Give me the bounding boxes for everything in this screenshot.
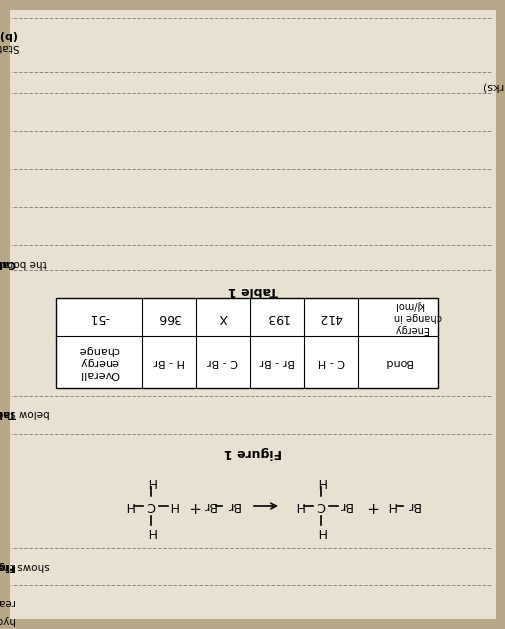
Text: C: C [146, 499, 155, 513]
Text: Figure 1: Figure 1 [224, 446, 281, 459]
Text: hydrogen bromide.: hydrogen bromide. [0, 615, 16, 625]
Text: Bond: Bond [383, 357, 412, 367]
Text: 193: 193 [265, 311, 288, 323]
Text: H: H [168, 499, 177, 513]
Text: H: H [146, 474, 156, 487]
Text: Br: Br [337, 499, 351, 513]
Text: H: H [385, 499, 395, 513]
Text: C - Br: C - Br [207, 357, 238, 367]
Text: Overall
energy
change: Overall energy change [78, 345, 119, 379]
Text: Calculate: Calculate [0, 258, 16, 268]
Text: Table 1: Table 1 [0, 408, 16, 418]
Text: H - Br: H - Br [153, 357, 184, 367]
Text: Table 1: Table 1 [227, 284, 278, 297]
Text: the bond energy X for the C - Br bond, showing clearly your working out.: the bond energy X for the C - Br bond, s… [0, 258, 50, 268]
Bar [56, 298, 437, 388]
Text: State whether this reaction is endothermic or exothermic and explain why in term: State whether this reaction is endotherm… [0, 30, 26, 52]
Text: X: X [218, 311, 227, 323]
Text: C - H: C - H [317, 357, 344, 367]
Text: C: C [316, 499, 325, 513]
Text: (b): (b) [0, 30, 16, 40]
Text: Energy
change in
kJ/mol: Energy change in kJ/mol [393, 301, 441, 333]
Text: Br: Br [201, 499, 216, 513]
Text: H: H [294, 499, 303, 513]
Text: H: H [146, 525, 156, 538]
Text: H: H [124, 499, 133, 513]
Text: Br: Br [226, 499, 239, 513]
Text: shows the displayed formulae for the reaction between methane and bromine.: shows the displayed formulae for the rea… [0, 561, 53, 571]
Text: reacts with methane in the presence of sunlight to produce bromomethane and: reacts with methane in the presence of s… [0, 597, 16, 607]
Text: Br: Br [406, 499, 419, 513]
Text: Br - Br: Br - Br [259, 357, 294, 367]
Text: +: + [364, 499, 377, 513]
Text: -51: -51 [89, 311, 109, 323]
Text: H: H [316, 474, 325, 487]
Text: (4 marks): (4 marks) [482, 82, 505, 92]
Text: +: + [186, 499, 199, 513]
Text: Figure 1: Figure 1 [0, 561, 16, 571]
Text: below shows the bond energies and the overall energy change for the reaction.: below shows the bond energies and the ov… [0, 408, 53, 418]
Text: 412: 412 [319, 311, 342, 323]
Text: 366: 366 [157, 311, 180, 323]
Text: H: H [316, 525, 325, 538]
